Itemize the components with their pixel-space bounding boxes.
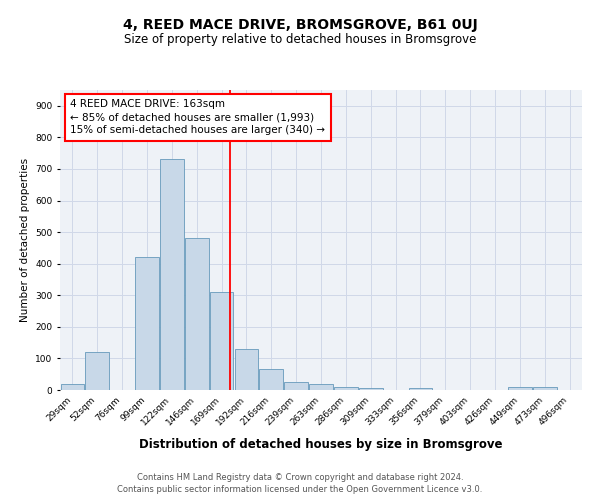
- Bar: [284, 382, 308, 390]
- Bar: [533, 387, 557, 390]
- Bar: [210, 292, 233, 390]
- Bar: [259, 370, 283, 390]
- Bar: [508, 388, 532, 390]
- Bar: [309, 384, 333, 390]
- Text: 4, REED MACE DRIVE, BROMSGROVE, B61 0UJ: 4, REED MACE DRIVE, BROMSGROVE, B61 0UJ: [122, 18, 478, 32]
- Text: Contains public sector information licensed under the Open Government Licence v3: Contains public sector information licen…: [118, 485, 482, 494]
- X-axis label: Distribution of detached houses by size in Bromsgrove: Distribution of detached houses by size …: [139, 438, 503, 451]
- Bar: [235, 349, 258, 390]
- Bar: [135, 258, 159, 390]
- Text: 4 REED MACE DRIVE: 163sqm
← 85% of detached houses are smaller (1,993)
15% of se: 4 REED MACE DRIVE: 163sqm ← 85% of detac…: [70, 99, 325, 136]
- Bar: [185, 238, 209, 390]
- Text: Size of property relative to detached houses in Bromsgrove: Size of property relative to detached ho…: [124, 32, 476, 46]
- Bar: [85, 352, 109, 390]
- Bar: [61, 384, 84, 390]
- Bar: [160, 160, 184, 390]
- Y-axis label: Number of detached properties: Number of detached properties: [20, 158, 29, 322]
- Bar: [334, 387, 358, 390]
- Bar: [359, 388, 383, 390]
- Bar: [409, 388, 432, 390]
- Text: Contains HM Land Registry data © Crown copyright and database right 2024.: Contains HM Land Registry data © Crown c…: [137, 472, 463, 482]
